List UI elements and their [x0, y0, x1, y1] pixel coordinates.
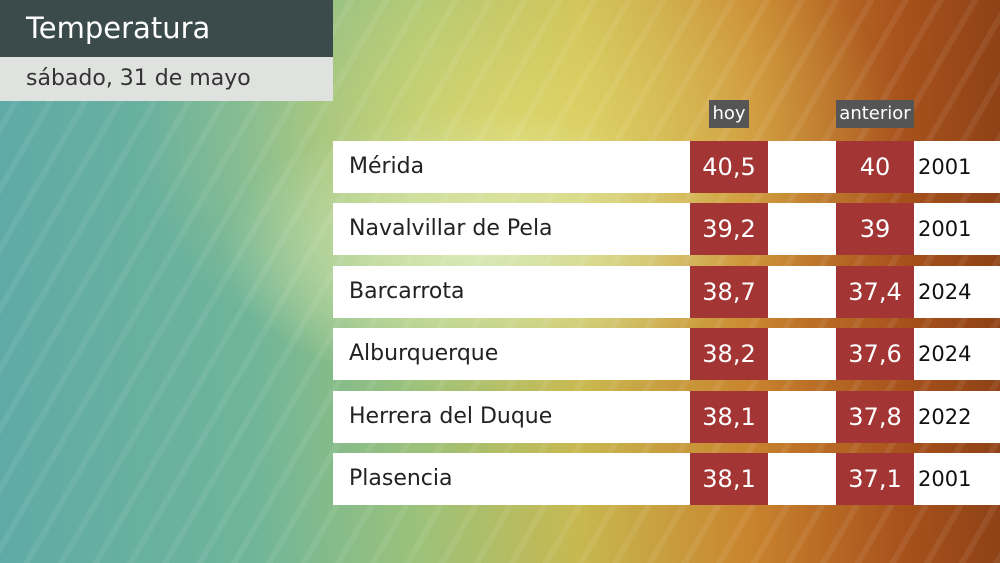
record-year: 2024	[918, 342, 972, 367]
column-header: anterior	[836, 100, 914, 128]
record-year: 2024	[918, 279, 972, 304]
station-name: Navalvillar de Pela	[349, 216, 553, 242]
record-value: 37,4	[836, 265, 914, 318]
record-value: 37,1	[836, 453, 914, 505]
station-name: Barcarrota	[349, 278, 465, 304]
record-value: 37,8	[836, 390, 914, 443]
table-row: Barcarrota 38,7 37,4 2024	[333, 265, 1000, 318]
table-row: Herrera del Duque 38,1 37,8 2022	[333, 390, 1000, 443]
title: Temperatura	[0, 0, 333, 57]
record-value: 40	[836, 141, 914, 193]
table-row: Mérida 40,5 40 2001	[333, 141, 1000, 193]
table-row: Plasencia 38,1 37,1 2001	[333, 453, 1000, 505]
station-name: Plasencia	[349, 466, 453, 491]
record-year: 2001	[918, 155, 972, 179]
station-name: Alburquerque	[349, 341, 499, 367]
today-value: 38,2	[690, 328, 768, 381]
station-name: Herrera del Duque	[349, 403, 553, 429]
today-value: 40,5	[690, 141, 768, 193]
record-year: 2001	[918, 467, 972, 491]
column-header: hoy	[709, 100, 749, 128]
today-value: 38,7	[690, 265, 768, 318]
record-value: 37,6	[836, 328, 914, 381]
record-value: 39	[836, 203, 914, 256]
today-value: 38,1	[690, 453, 768, 505]
record-year: 2022	[918, 404, 972, 429]
station-name: Mérida	[349, 154, 425, 179]
today-value: 38,1	[690, 390, 768, 443]
table-row: Alburquerque 38,2 37,6 2024	[333, 328, 1000, 381]
table-row: Navalvillar de Pela 39,2 39 2001	[333, 203, 1000, 256]
today-value: 39,2	[690, 203, 768, 256]
subtitle: sábado, 31 de mayo	[0, 57, 333, 101]
record-year: 2001	[918, 217, 972, 242]
